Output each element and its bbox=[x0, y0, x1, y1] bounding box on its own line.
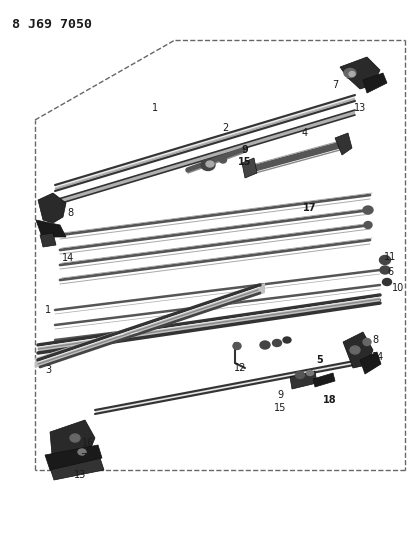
Ellipse shape bbox=[380, 255, 390, 264]
Polygon shape bbox=[363, 73, 387, 93]
Ellipse shape bbox=[260, 341, 270, 349]
Polygon shape bbox=[343, 332, 373, 368]
Polygon shape bbox=[36, 220, 66, 237]
Text: 9: 9 bbox=[277, 390, 283, 400]
Text: 16: 16 bbox=[82, 438, 94, 448]
Ellipse shape bbox=[363, 206, 373, 214]
Ellipse shape bbox=[363, 338, 371, 345]
Ellipse shape bbox=[233, 343, 241, 350]
Text: 8: 8 bbox=[372, 335, 378, 345]
Text: 1: 1 bbox=[152, 103, 158, 113]
Polygon shape bbox=[242, 158, 257, 178]
Ellipse shape bbox=[78, 449, 86, 455]
Text: 13: 13 bbox=[354, 103, 366, 113]
Ellipse shape bbox=[350, 346, 360, 354]
Text: 7: 7 bbox=[80, 453, 86, 463]
Text: 13: 13 bbox=[74, 470, 86, 480]
Ellipse shape bbox=[283, 337, 291, 343]
Ellipse shape bbox=[380, 266, 390, 274]
Polygon shape bbox=[40, 233, 56, 247]
Polygon shape bbox=[360, 352, 381, 374]
Text: 9: 9 bbox=[242, 145, 248, 155]
Text: 14: 14 bbox=[372, 352, 384, 362]
Polygon shape bbox=[55, 95, 355, 191]
Polygon shape bbox=[38, 295, 380, 353]
Ellipse shape bbox=[201, 159, 215, 171]
Text: 6: 6 bbox=[387, 267, 393, 277]
Ellipse shape bbox=[349, 71, 355, 77]
Polygon shape bbox=[50, 420, 95, 462]
Polygon shape bbox=[50, 458, 104, 480]
Text: 2: 2 bbox=[222, 123, 228, 133]
Text: 4: 4 bbox=[302, 128, 308, 138]
Ellipse shape bbox=[344, 69, 356, 77]
Text: 11: 11 bbox=[384, 252, 396, 262]
Text: 12: 12 bbox=[234, 363, 246, 373]
Text: 7: 7 bbox=[332, 80, 338, 90]
Ellipse shape bbox=[306, 370, 314, 376]
Text: 15: 15 bbox=[274, 403, 286, 413]
Text: 8 J69 7050: 8 J69 7050 bbox=[12, 18, 92, 31]
Text: 5: 5 bbox=[316, 355, 324, 365]
Polygon shape bbox=[335, 133, 352, 155]
Text: 8: 8 bbox=[67, 208, 73, 218]
Ellipse shape bbox=[206, 161, 214, 167]
Text: 3: 3 bbox=[45, 365, 51, 375]
Text: 14: 14 bbox=[62, 253, 74, 263]
Polygon shape bbox=[35, 283, 265, 368]
Ellipse shape bbox=[296, 372, 304, 378]
Text: 1: 1 bbox=[45, 305, 51, 315]
Polygon shape bbox=[340, 57, 380, 89]
Polygon shape bbox=[38, 193, 66, 223]
Polygon shape bbox=[45, 445, 102, 470]
Ellipse shape bbox=[45, 213, 55, 221]
Ellipse shape bbox=[273, 340, 281, 346]
Polygon shape bbox=[95, 358, 370, 414]
Ellipse shape bbox=[70, 434, 80, 442]
Text: 10: 10 bbox=[392, 283, 404, 293]
Polygon shape bbox=[313, 373, 335, 387]
Text: 18: 18 bbox=[323, 395, 337, 405]
Ellipse shape bbox=[219, 157, 227, 163]
Text: 15: 15 bbox=[238, 157, 252, 167]
Text: 17: 17 bbox=[303, 203, 317, 213]
Ellipse shape bbox=[382, 279, 392, 286]
Ellipse shape bbox=[364, 222, 372, 229]
Polygon shape bbox=[55, 110, 355, 205]
Polygon shape bbox=[290, 371, 317, 389]
